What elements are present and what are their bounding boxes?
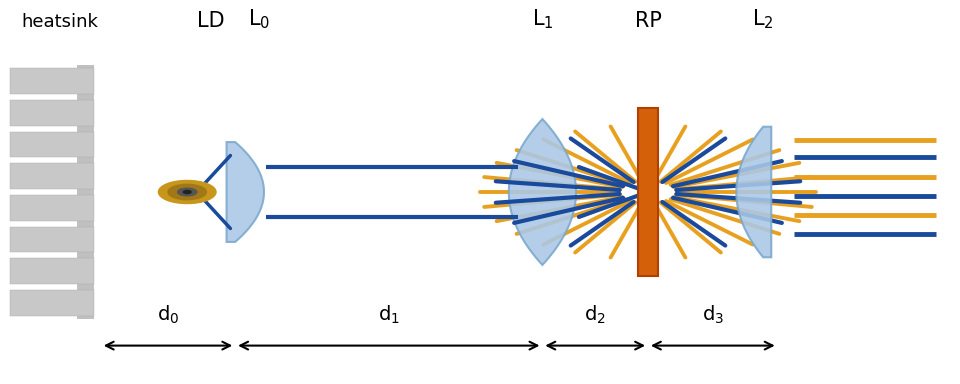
Polygon shape (509, 119, 576, 265)
FancyBboxPatch shape (10, 164, 94, 189)
FancyBboxPatch shape (10, 290, 94, 316)
Text: RP: RP (635, 11, 661, 31)
FancyBboxPatch shape (10, 258, 94, 284)
Text: d$_2$: d$_2$ (585, 304, 606, 326)
FancyBboxPatch shape (10, 195, 94, 220)
FancyBboxPatch shape (10, 132, 94, 157)
Polygon shape (227, 142, 264, 242)
FancyBboxPatch shape (638, 108, 658, 276)
Text: LD: LD (198, 11, 225, 31)
FancyBboxPatch shape (10, 100, 94, 126)
Text: L$_0$: L$_0$ (248, 7, 271, 31)
FancyBboxPatch shape (77, 65, 94, 319)
Text: heatsink: heatsink (21, 13, 98, 31)
Text: d$_1$: d$_1$ (378, 304, 399, 326)
Circle shape (158, 180, 216, 204)
Polygon shape (736, 127, 771, 257)
Circle shape (183, 190, 191, 194)
FancyBboxPatch shape (10, 68, 94, 94)
Circle shape (168, 184, 206, 200)
FancyBboxPatch shape (10, 227, 94, 252)
Text: d$_0$: d$_0$ (156, 304, 180, 326)
Circle shape (178, 188, 197, 196)
Text: L$_2$: L$_2$ (753, 7, 774, 31)
Text: L$_1$: L$_1$ (532, 7, 553, 31)
Text: d$_3$: d$_3$ (702, 304, 724, 326)
